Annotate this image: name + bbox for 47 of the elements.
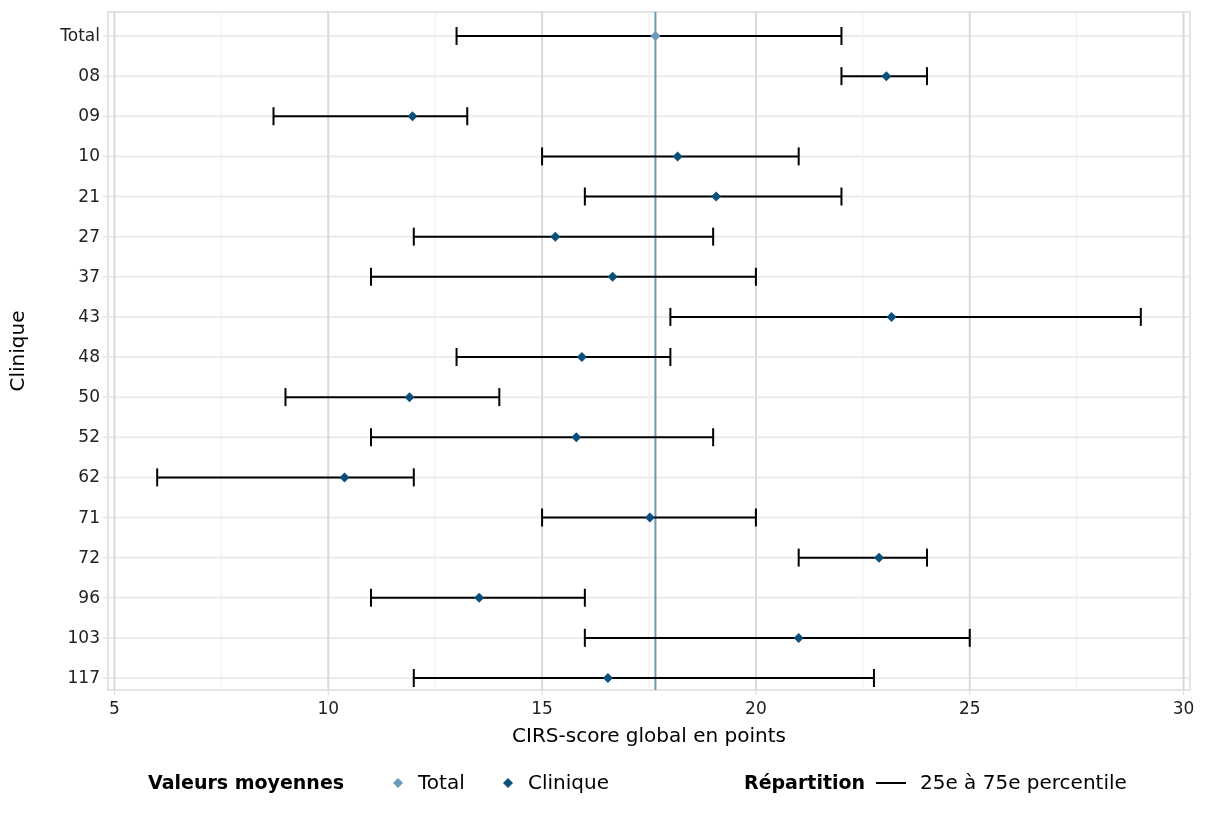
y-tick-label: 10 xyxy=(78,145,100,166)
y-tick-label: 48 xyxy=(78,346,100,366)
legend-title: Valeurs moyennes xyxy=(148,770,345,793)
x-tick-label: 10 xyxy=(317,698,340,718)
x-tick-label: 5 xyxy=(109,698,120,718)
point xyxy=(650,31,661,41)
point xyxy=(711,191,722,202)
point xyxy=(339,472,350,483)
point xyxy=(571,432,582,443)
y-tick-label: 52 xyxy=(78,426,100,447)
y-tick-label: 117 xyxy=(67,667,100,687)
x-axis-title: CIRS-score global en points xyxy=(512,723,786,747)
point xyxy=(407,111,418,122)
legend-label: Total xyxy=(417,769,465,794)
point xyxy=(874,552,885,563)
y-tick-label: 37 xyxy=(78,265,100,286)
point xyxy=(881,71,892,82)
x-tick-label: 20 xyxy=(745,698,767,718)
text: 25e à 75e percentile xyxy=(920,769,1127,794)
point xyxy=(576,352,587,362)
y-tick-label: 72 xyxy=(78,546,100,567)
y-tick-label: 43 xyxy=(78,305,100,326)
legend-label: Clinique xyxy=(528,769,609,794)
point xyxy=(550,231,561,242)
x-tick-label: 15 xyxy=(531,698,553,718)
y-axis-title: Clinique xyxy=(5,310,29,392)
y-tick-label: 103 xyxy=(67,626,100,647)
y-tick-label: 62 xyxy=(78,466,100,487)
y-tick-label: 08 xyxy=(78,65,100,86)
point xyxy=(672,151,683,162)
y-tick-label: 27 xyxy=(78,225,100,246)
y-tick-label: 09 xyxy=(78,105,100,126)
point xyxy=(602,673,613,683)
point xyxy=(644,512,655,523)
y-tick-label: 96 xyxy=(78,586,100,607)
y-tick-label: 21 xyxy=(78,185,100,206)
y-tick-label: Total xyxy=(59,25,100,45)
x-tick-label: 30 xyxy=(1172,698,1195,718)
text: Répartition xyxy=(744,770,866,793)
x-tick-label: 25 xyxy=(958,698,981,718)
y-tick-label: 71 xyxy=(78,506,100,527)
point xyxy=(607,271,618,282)
point xyxy=(793,632,804,643)
y-tick-label: 50 xyxy=(78,386,100,407)
point xyxy=(404,392,415,403)
point xyxy=(886,311,897,322)
point xyxy=(474,592,485,603)
